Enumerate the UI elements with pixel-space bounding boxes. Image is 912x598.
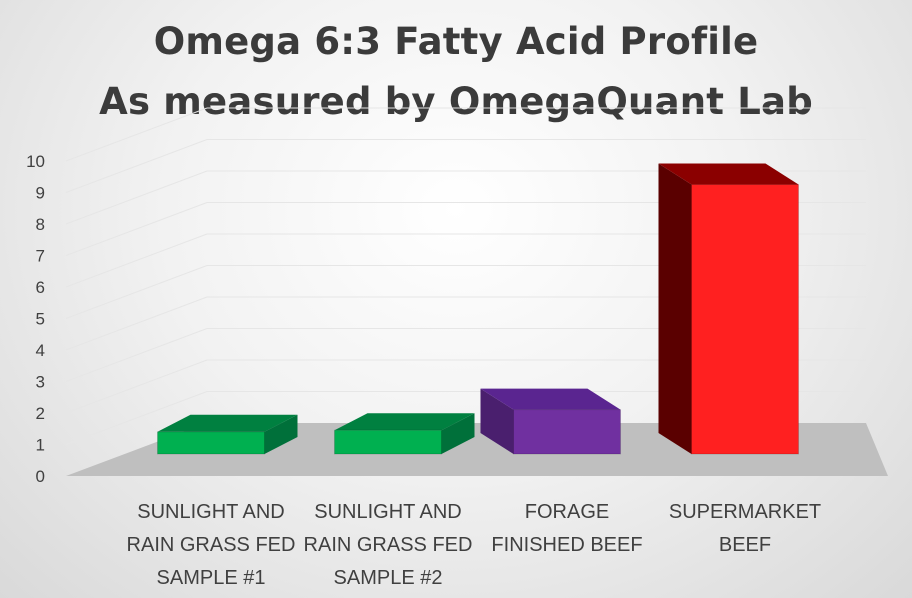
chart-subtitle: As measured by OmegaQuant Lab xyxy=(99,80,813,123)
x-tick-label: SUNLIGHT AND xyxy=(314,501,461,523)
y-tick-label: 6 xyxy=(36,278,45,297)
gridline-side xyxy=(65,328,208,382)
x-tick-label: BEEF xyxy=(719,534,771,556)
bar-top xyxy=(480,388,621,410)
gridline-side xyxy=(65,107,208,162)
x-tick-label: RAIN GRASS FED xyxy=(127,534,296,556)
gridline-side xyxy=(65,170,208,225)
x-tick-label: SUPERMARKET xyxy=(669,501,821,523)
bar-side xyxy=(441,413,475,454)
bar xyxy=(157,431,265,455)
x-tick-label: FINISHED BEEF xyxy=(491,534,642,556)
x-tick-label: SAMPLE #2 xyxy=(334,567,443,589)
bar-side xyxy=(658,163,692,455)
y-tick-label: 5 xyxy=(36,310,45,329)
bar-side xyxy=(264,414,298,454)
gridline-side xyxy=(65,296,208,351)
bar xyxy=(691,184,799,455)
gridline-side xyxy=(65,265,208,319)
bar-top xyxy=(157,414,298,432)
x-tick-label: SAMPLE #1 xyxy=(157,567,266,589)
y-tick-label: 3 xyxy=(36,373,45,392)
gridline-side xyxy=(65,359,208,414)
bar-top xyxy=(334,413,475,431)
y-tick-label: 2 xyxy=(36,404,45,423)
gridline-side xyxy=(65,202,208,256)
x-tick-label: RAIN GRASS FED xyxy=(304,534,473,556)
gridline-side xyxy=(65,391,208,445)
bar-top xyxy=(658,163,799,185)
gridline-side xyxy=(65,139,208,193)
chart-title: Omega 6:3 Fatty Acid Profile xyxy=(153,20,759,63)
y-tick-label: 1 xyxy=(36,436,45,455)
y-tick-label: 8 xyxy=(36,215,45,234)
y-tick-label: 9 xyxy=(36,184,45,203)
y-tick-label: 4 xyxy=(36,341,45,360)
y-tick-label: 0 xyxy=(36,467,45,486)
bar xyxy=(334,429,442,455)
bar xyxy=(513,409,621,455)
x-tick-label: SUNLIGHT AND xyxy=(137,501,284,523)
y-tick-label: 7 xyxy=(36,247,45,266)
gridline-side xyxy=(65,233,208,288)
x-tick-label: FORAGE xyxy=(525,501,609,523)
y-tick-label: 10 xyxy=(26,152,45,171)
bar-side xyxy=(480,388,514,454)
